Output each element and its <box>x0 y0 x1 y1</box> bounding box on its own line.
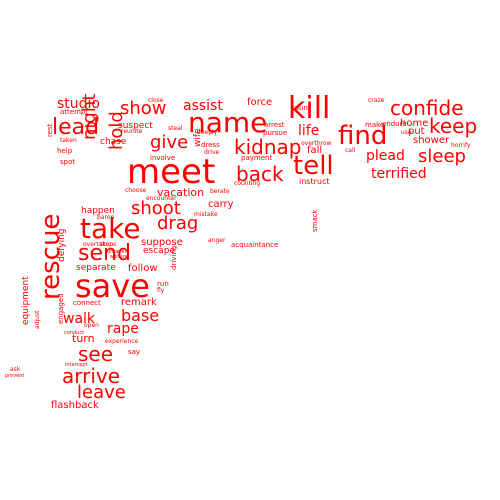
word-call: call <box>345 147 356 154</box>
word-separate: separate <box>76 263 116 273</box>
word-mistake: mistake <box>194 211 218 218</box>
word-arrest: arrest <box>264 121 285 129</box>
word-steal: steal <box>168 125 183 132</box>
word-make: make <box>365 121 385 129</box>
word-choose: choose <box>125 187 147 194</box>
word-flashback: flashback <box>51 400 99 411</box>
word-unravel: unravel <box>107 249 126 255</box>
word-name: name <box>188 106 268 139</box>
word-defying: defying <box>57 228 67 262</box>
word-use: use <box>401 129 412 136</box>
word-lead: lead <box>52 115 100 140</box>
word-escape: escape <box>143 246 175 256</box>
word-overthrow: overthrow <box>301 140 332 147</box>
word-shower: shower <box>413 135 450 146</box>
word-fly: fly <box>157 287 165 294</box>
word-adjust: adjust <box>34 310 41 329</box>
word-suppose: suppose <box>141 237 183 248</box>
word-arrive: arrive <box>62 364 121 388</box>
word-close: close <box>148 97 164 104</box>
word-leave: leave <box>77 382 126 403</box>
word-counting: counting <box>234 180 261 187</box>
word-shoot: shoot <box>131 198 181 219</box>
word-follow: follow <box>128 263 158 274</box>
word-endure: endure <box>382 120 407 128</box>
word-home: home <box>400 118 429 129</box>
word-craze: craze <box>368 97 385 104</box>
word-instruct: instruct <box>299 177 330 186</box>
word-encounter: encounter <box>146 195 177 202</box>
word-remark: remark <box>121 297 157 308</box>
word-prevent: prevent <box>5 373 25 379</box>
word-rest: rest <box>46 123 54 137</box>
word-base: base <box>121 306 160 325</box>
word-see: see <box>78 342 114 366</box>
word-put: put <box>408 126 425 137</box>
word-intercept: intercept <box>65 362 88 368</box>
word-meet: meet <box>127 152 216 192</box>
word-reunite: reunite <box>121 128 143 135</box>
word-acquaintance: acquaintance <box>231 241 279 249</box>
word-help: help <box>57 147 73 155</box>
word-tell: tell <box>293 151 334 181</box>
word-open: open <box>84 322 99 329</box>
word-terrified: terrified <box>371 166 427 182</box>
word-admire: admire <box>110 254 128 260</box>
word-plead: plead <box>366 148 405 164</box>
word-spot: spot <box>60 158 76 166</box>
word-taunt: taunt <box>292 104 311 112</box>
word-pursue: pursue <box>263 129 288 137</box>
word-steps: steps <box>100 241 117 248</box>
word-carry: carry <box>208 199 234 210</box>
word-vacation: vacation <box>157 186 205 199</box>
word-kill: kill <box>288 91 331 126</box>
word-rape: rape <box>107 321 139 337</box>
word-experience: experience <box>105 338 139 345</box>
word-say: say <box>128 348 141 356</box>
word-give: give <box>150 132 189 153</box>
word-back: back <box>236 162 284 186</box>
word-involve: involve <box>150 154 176 162</box>
word-smack: smack <box>311 209 319 232</box>
word-baron: baron <box>97 214 115 221</box>
word-payment: payment <box>241 154 273 162</box>
word-taken: taken <box>60 137 77 144</box>
word-fall: fall <box>307 145 323 156</box>
word-drag: drag <box>157 213 199 234</box>
word-driving: driving <box>170 245 178 270</box>
word-find: find <box>338 121 388 151</box>
word-berate: berate <box>210 188 230 195</box>
word-confide: confide <box>390 96 464 120</box>
word-keep: keep <box>429 114 478 138</box>
word-sleep: sleep <box>418 146 466 167</box>
word-walk: walk <box>63 311 96 327</box>
word-equipment: equipment <box>21 276 31 325</box>
word-attempt: attempt <box>60 108 89 116</box>
word-conduct: conduct <box>64 330 85 336</box>
word-take: take <box>80 212 141 245</box>
word-chase: chase <box>100 137 127 147</box>
word-run: run <box>157 280 169 288</box>
word-studio: studio <box>57 96 100 112</box>
word-turn: turn <box>72 332 95 345</box>
word-drive: drive <box>204 149 220 156</box>
word-assist: assist <box>183 98 223 114</box>
word-ask: ask <box>10 366 21 373</box>
word-happen: happen <box>81 206 115 216</box>
word-life: life <box>298 123 320 139</box>
word-connect: connect <box>73 299 101 307</box>
word-show: show <box>120 98 167 119</box>
word-anger: anger <box>208 237 226 244</box>
word-send: send <box>78 241 131 266</box>
word-horrify: horrify <box>451 142 471 149</box>
word-kidnap: kidnap <box>234 135 302 159</box>
word-save: save <box>75 267 150 305</box>
word-overtaken: overtaken <box>83 241 114 248</box>
word-engaged: engaged <box>57 293 65 324</box>
word-deeply: deeply <box>197 129 218 136</box>
word-force: force <box>247 97 273 108</box>
word-suspect: suspect <box>118 121 153 131</box>
word-dress: dress <box>201 141 220 149</box>
